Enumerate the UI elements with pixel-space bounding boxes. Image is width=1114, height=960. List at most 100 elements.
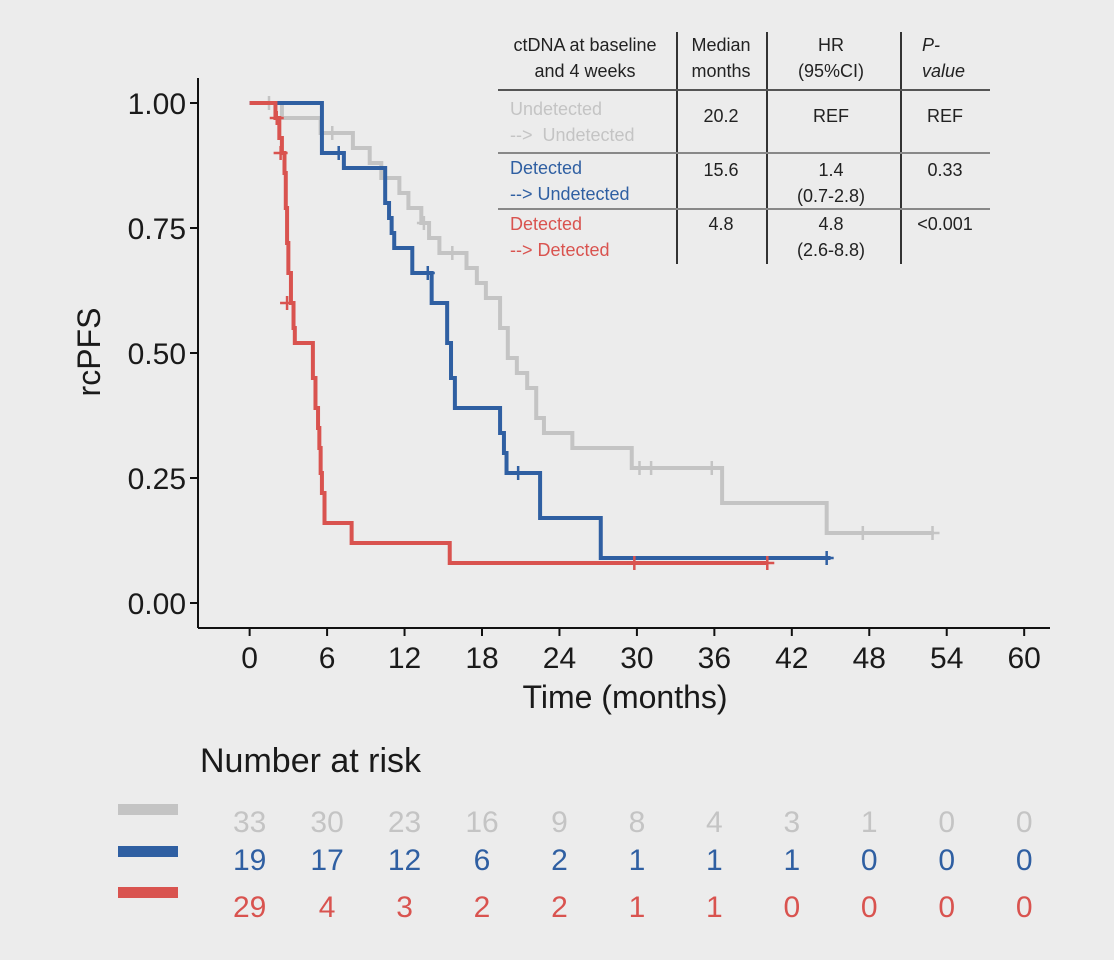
row-2-p: 0.33	[927, 160, 963, 180]
censor-mark-series-3	[280, 296, 295, 310]
censor-mark-series-2	[511, 466, 526, 480]
risk-count: 0	[860, 891, 878, 924]
y-tick-label: 1.00	[128, 88, 186, 121]
x-tick-label: 18	[465, 642, 498, 675]
table-row-rule-1	[498, 152, 990, 154]
risk-count: 2	[551, 844, 568, 877]
risk-count: 12	[387, 844, 422, 877]
x-tick-label: 36	[698, 642, 731, 675]
row-1-group-line2: --> Undetected	[510, 125, 635, 145]
censor-mark-series-3	[627, 556, 642, 570]
header-group-line1: ctDNA at baseline	[513, 35, 657, 55]
risk-count: 16	[465, 806, 499, 839]
plot-area: 0 6 12 18 24 30 36 42 48 54 60 0.00 0.25 0.50 0.75 1.00	[128, 78, 1050, 675]
risk-table-title: Number at risk	[200, 742, 422, 780]
risk-count: 29	[232, 891, 267, 924]
risk-count: 4	[706, 806, 723, 839]
risk-count: 1	[860, 806, 878, 839]
risk-count: 1	[706, 891, 723, 924]
x-tick-label: 60	[1007, 642, 1040, 675]
row-2-hr-line2: (0.7-2.8)	[796, 186, 866, 206]
risk-legend-swatch-2	[118, 846, 178, 857]
risk-count: 1	[628, 844, 646, 877]
row-3-p: <0.001	[917, 214, 973, 234]
km-curve-series-1	[249, 101, 934, 535]
table-header-rule	[498, 89, 990, 91]
x-tick-label: 24	[543, 642, 576, 675]
risk-count: 17	[310, 844, 344, 877]
row-3-hr-line1: 4.8	[818, 214, 844, 234]
risk-count: 1	[628, 891, 646, 924]
header-hr-line1: HR	[818, 35, 844, 55]
risk-count: 23	[387, 806, 422, 839]
header-median-line1: Median	[691, 35, 751, 55]
x-tick-label: 48	[853, 642, 886, 675]
risk-count: 2	[473, 891, 491, 924]
row-2-group-line2: --> Undetected	[510, 184, 630, 204]
censor-mark-series-1	[325, 126, 340, 140]
risk-count: 1	[783, 844, 801, 877]
y-axis-title: rcPFS	[71, 308, 107, 397]
censor-mark-series-1	[704, 461, 719, 475]
censor-mark-series-1	[855, 526, 870, 540]
summary-table: ctDNA at baseline and 4 weeks Median mon…	[486, 26, 990, 266]
row-1-group-line1: Undetected	[510, 99, 603, 119]
risk-count: 8	[628, 806, 646, 839]
risk-count: 4	[318, 891, 336, 924]
censor-mark-series-2	[331, 146, 346, 160]
x-tick-label: 54	[930, 642, 963, 675]
censor-mark-series-1	[416, 216, 431, 230]
risk-count: 0	[1015, 806, 1033, 839]
y-tick-label: 0.00	[128, 588, 186, 621]
censor-mark-series-1	[644, 461, 659, 475]
censor-mark-series-3	[269, 111, 284, 125]
y-tick-label: 0.50	[128, 338, 186, 371]
row-3-hr-line2: (2.6-8.8)	[796, 240, 866, 260]
header-p-line2: value	[922, 61, 966, 81]
row-3-group-line2: --> Detected	[510, 240, 610, 260]
risk-count: 0	[783, 891, 801, 924]
x-tick-label: 12	[388, 642, 421, 675]
x-tick-label: 30	[620, 642, 653, 675]
risk-count: 9	[551, 806, 568, 839]
header-p-line1: P-	[922, 35, 940, 55]
risk-count: 0	[938, 844, 956, 877]
risk-count: 3	[396, 891, 413, 924]
y-tick-label: 0.25	[128, 463, 186, 496]
censor-mark-series-1	[445, 246, 460, 260]
row-1-median: 20.2	[703, 106, 739, 126]
row-3-median: 4.8	[708, 214, 734, 234]
risk-legend-swatch-1	[118, 804, 178, 815]
km-curve-series-2	[249, 101, 831, 560]
censor-mark-series-2	[420, 266, 435, 280]
row-2-hr-line1: 1.4	[818, 160, 844, 180]
censor-mark-series-2	[819, 551, 834, 565]
x-tick-label: 6	[319, 642, 336, 675]
y-tick-label: 0.75	[128, 213, 186, 246]
risk-count: 33	[232, 806, 267, 839]
row-2-group-line1: Detected	[510, 158, 583, 178]
table-vline-2	[766, 32, 768, 264]
risk-count: 0	[938, 806, 956, 839]
censor-mark-series-3	[760, 556, 775, 570]
row-1-hr: REF	[813, 106, 849, 126]
risk-legend-swatch-3	[118, 887, 178, 898]
censor-mark-series-3	[273, 146, 288, 160]
row-1-p: REF	[927, 106, 963, 126]
x-tick-label: 42	[775, 642, 808, 675]
risk-count: 19	[232, 844, 267, 877]
risk-count: 3	[783, 806, 801, 839]
header-median-line2: months	[691, 61, 751, 81]
risk-count: 1	[706, 844, 723, 877]
risk-count: 30	[310, 806, 344, 839]
risk-count: 0	[1015, 891, 1033, 924]
header-hr-line2: (95%CI)	[797, 61, 864, 81]
risk-count: 6	[473, 844, 491, 877]
row-3-group-line1: Detected	[510, 214, 583, 234]
row-2-median: 15.6	[703, 160, 739, 180]
table-vline-3	[900, 32, 902, 264]
risk-count: 0	[1015, 844, 1033, 877]
x-axis-title: Time (months)	[522, 679, 727, 715]
table-row-rule-2	[498, 208, 990, 210]
